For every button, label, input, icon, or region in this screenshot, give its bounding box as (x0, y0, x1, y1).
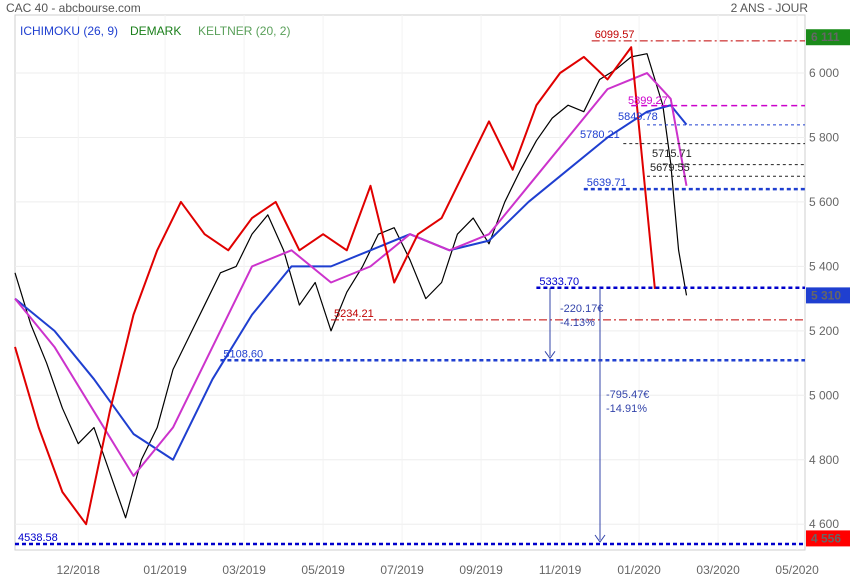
drawdown-value-short: -220.17€ (560, 303, 603, 315)
y-tick-label: 5 000 (809, 388, 839, 402)
x-tick-label: 03/2019 (222, 563, 266, 577)
x-tick-label: 05/2019 (301, 563, 345, 577)
y-tick-label: 5 600 (809, 195, 839, 209)
price-badges: 6 111 5 310 4 556 (806, 29, 850, 547)
price-badge (806, 287, 850, 304)
price-badge (806, 29, 850, 46)
level-label: 4538.58 (18, 532, 58, 544)
annotation-layer: -220.17€ -4.13% -795.47€ -14.91% 5849.78 5899… (544, 95, 692, 543)
x-tick-label: 01/2019 (143, 563, 187, 577)
y-axis: 4 600 4 800 5 000 5 200 5 400 5 600 5 800 6 000 (809, 66, 839, 531)
series-line-close (14, 53, 688, 519)
y-tick-label: 4 800 (809, 453, 839, 467)
x-axis: 12/2018 01/2019 03/2019 05/2019 07/2019 09/20… (57, 563, 820, 577)
series-layer (14, 46, 688, 526)
drawdown-value-long: -795.47€ (606, 389, 649, 401)
price-badge-label: 4 556 (811, 531, 841, 545)
level-label: 5639.71 (587, 177, 627, 189)
level-label: 6099.57 (595, 29, 635, 41)
x-tick-label: 11/2019 (539, 563, 582, 577)
price-badge-label: 5 310 (811, 288, 841, 302)
y-tick-label: 6 000 (809, 66, 839, 80)
level-label: 5234.21 (334, 308, 374, 320)
indicator-keltner: KELTNER (20, 2) (198, 24, 291, 38)
y-tick-label: 5 200 (809, 324, 839, 338)
drawdown-pct-short: -4.13% (560, 317, 595, 329)
plot-area (14, 14, 806, 551)
x-tick-label: 03/2020 (696, 563, 740, 577)
y-tick-label: 4 600 (809, 517, 839, 531)
price-badge-label: 6 111 (811, 30, 840, 44)
y-tick-label: 5 400 (809, 259, 839, 273)
level-value-label: 5679.55 (650, 162, 690, 174)
kijun-value-label: 5849.78 (618, 111, 658, 123)
x-tick-label: 01/2020 (617, 563, 661, 577)
drawdown-pct-long: -14.91% (606, 403, 647, 415)
plot-frame (14, 14, 806, 551)
y-tick-label: 5 800 (809, 130, 839, 144)
x-tick-label: 09/2019 (459, 563, 503, 577)
x-tick-label: 05/2020 (775, 563, 819, 577)
price-badge (806, 530, 850, 547)
indicator-demark: DEMARK (130, 24, 182, 38)
level-label: 5108.60 (223, 348, 263, 360)
level-label: 5333.70 (539, 276, 579, 288)
level-value-label: 5715.71 (652, 148, 692, 160)
x-tick-label: 07/2019 (380, 563, 424, 577)
grid (15, 15, 805, 550)
indicator-ichimoku: ICHIMOKU (26, 9) (20, 24, 119, 38)
chart-period: 2 ANS - JOUR (730, 1, 808, 15)
series-line-chikou (14, 46, 656, 526)
x-tick-label: 12/2018 (57, 563, 101, 577)
level-value-label: 5780.21 (580, 129, 620, 141)
arrow-head (594, 534, 606, 543)
arrow-head (544, 351, 556, 360)
chart-title: CAC 40 - abcbourse.com (6, 1, 141, 15)
tenkan-value-label: 5899.27 (628, 95, 668, 107)
levels-layer: 6099.57 5639.71 5333.70 5234.21 5108.60 4538.… (15, 29, 805, 546)
series-line-kijun (14, 104, 688, 461)
series-line-tenkan (14, 72, 688, 477)
